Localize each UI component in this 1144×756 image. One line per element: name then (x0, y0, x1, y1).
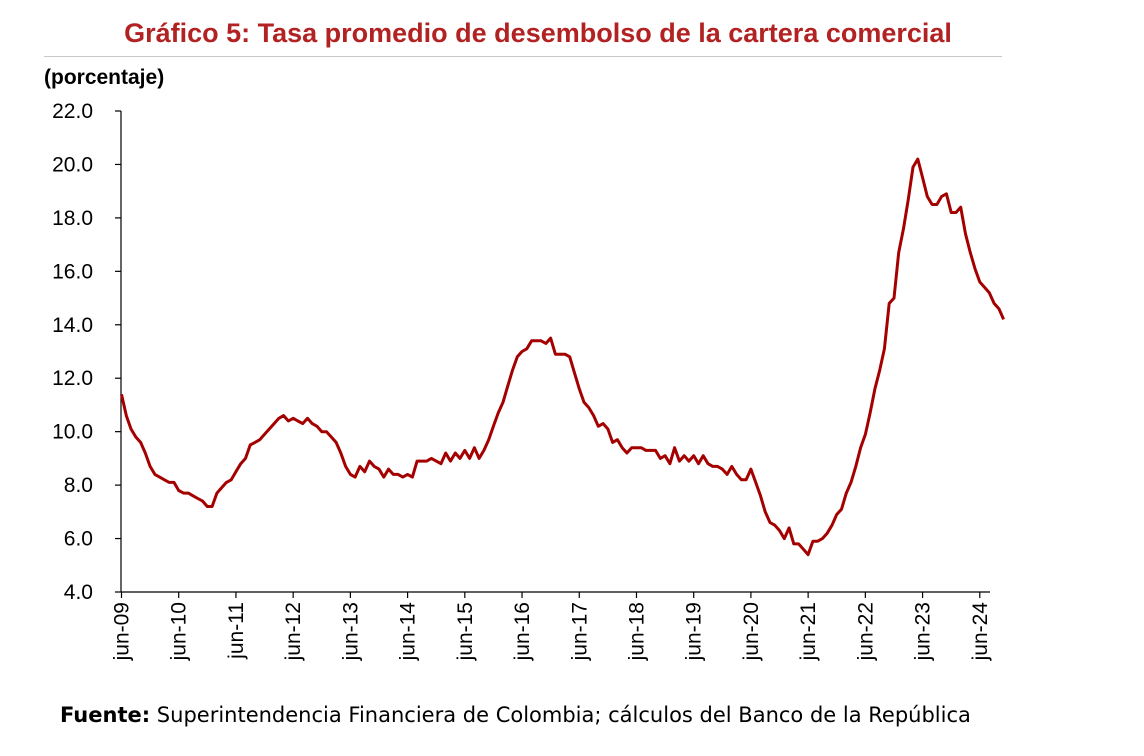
x-tick-label: jun-11 (225, 602, 248, 660)
x-tick-label: jun-16 (511, 602, 534, 661)
x-tick-label: jun-10 (168, 602, 191, 661)
y-tick-label: 22.0 (52, 100, 93, 123)
x-tick-label: jun-23 (912, 602, 935, 661)
line-chart: (porcentaje) 4.0 6.0 8.0 10.0 12.0 14.0 16.0 18… (44, 66, 1005, 661)
series-line (120, 157, 1005, 557)
source-note: Fuente: Superintendencia Financiera de C… (60, 703, 971, 727)
x-tick-label: jun-13 (339, 602, 362, 661)
x-tick-label: jun-09 (111, 602, 134, 661)
y-tick-label: 6.0 (64, 528, 93, 551)
x-tick-label: jun-21 (797, 602, 820, 661)
x-tick-label: jun-19 (683, 602, 706, 661)
y-tick-label: 10.0 (52, 421, 93, 444)
title-divider (44, 56, 1002, 57)
x-tick-label: jun-20 (740, 602, 763, 661)
x-tick-label: jun-22 (854, 602, 877, 661)
x-tick-label: jun-14 (397, 602, 420, 662)
y-ticks: 4.0 6.0 8.0 10.0 12.0 14.0 16.0 18.0 20.0 22.0 (52, 100, 121, 604)
source-label: Fuente: (60, 703, 151, 727)
y-tick-label: 12.0 (52, 367, 93, 390)
y-tick-label: 20.0 (52, 153, 93, 176)
chart-title: Gráfico 5: Tasa promedio de desembolso d… (124, 18, 952, 48)
x-tick-label: jun-15 (454, 602, 477, 661)
x-tick-label: jun-24 (969, 602, 992, 662)
y-tick-label: 16.0 (52, 260, 93, 283)
y-tick-label: 18.0 (52, 207, 93, 230)
x-tick-label: jun-18 (625, 602, 648, 661)
x-ticks: jun-09 jun-10 jun-11 jun-12 jun-13 jun-14 jun-… (111, 592, 992, 661)
y-tick-label: 4.0 (64, 581, 93, 604)
source-text: Superintendencia Financiera de Colombia;… (150, 703, 971, 727)
y-axis-label: (porcentaje) (44, 66, 164, 89)
y-tick-label: 14.0 (52, 314, 93, 337)
x-tick-label: jun-17 (568, 602, 591, 661)
y-tick-label: 8.0 (64, 474, 93, 497)
x-tick-label: jun-12 (282, 602, 305, 661)
